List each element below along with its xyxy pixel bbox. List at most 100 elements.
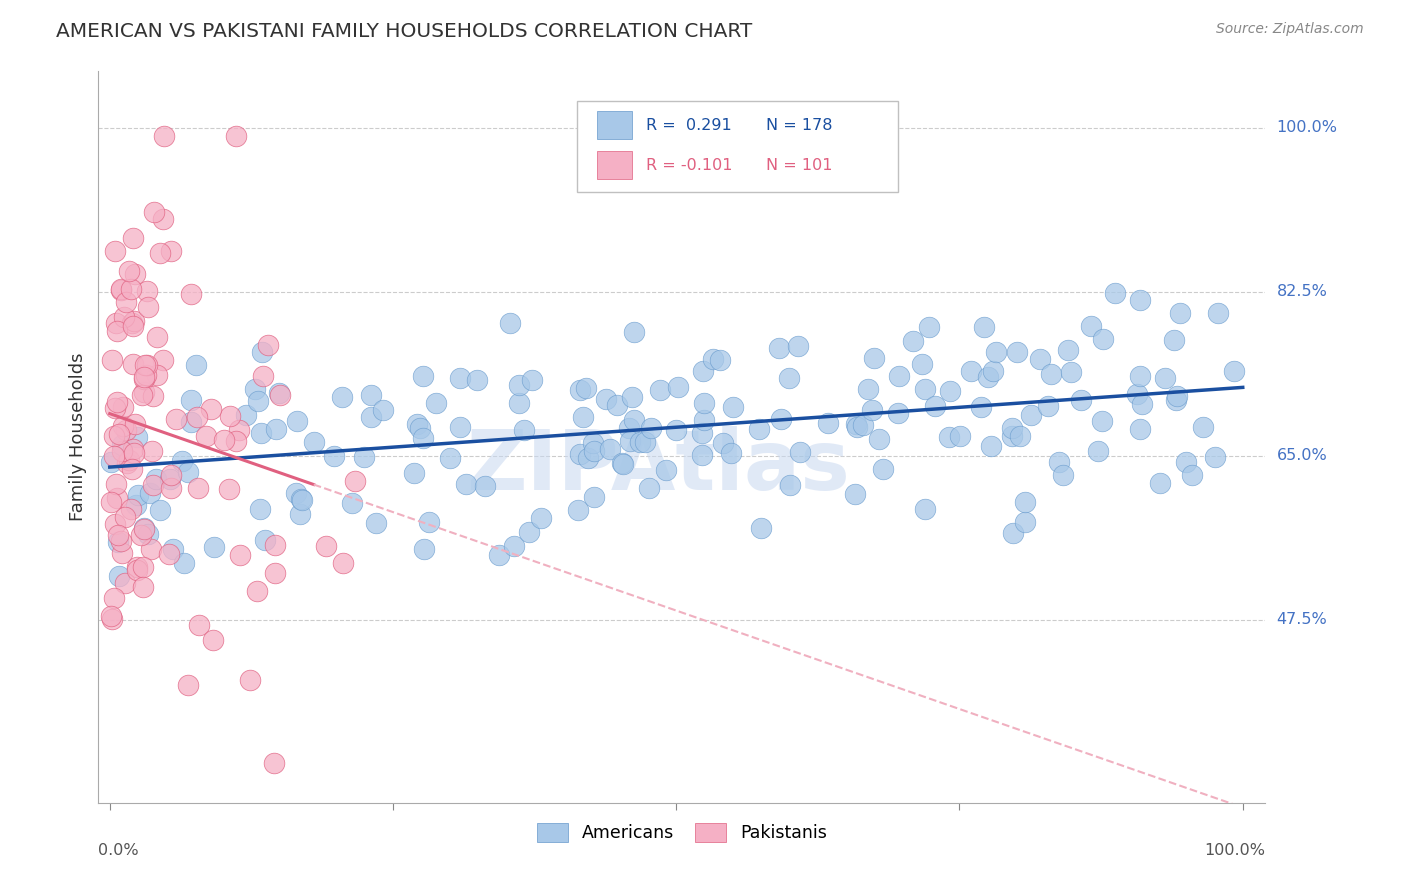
Point — [568, 447, 591, 461]
Point — [911, 357, 934, 371]
Point — [634, 435, 657, 450]
Point — [180, 287, 202, 301]
Point — [914, 502, 936, 516]
Point — [124, 417, 146, 431]
Point — [127, 488, 149, 502]
Text: AMERICAN VS PAKISTANI FAMILY HOUSEHOLDS CORRELATION CHART: AMERICAN VS PAKISTANI FAMILY HOUSEHOLDS … — [56, 22, 752, 41]
Point — [115, 423, 138, 437]
Point — [1014, 495, 1036, 509]
Point — [112, 400, 135, 414]
Point — [245, 583, 267, 598]
Point — [984, 345, 1007, 359]
Point — [1087, 444, 1109, 458]
Point — [1010, 429, 1032, 443]
Point — [343, 474, 366, 488]
Point — [132, 372, 155, 386]
Point — [655, 462, 678, 476]
Point — [125, 430, 148, 444]
Point — [620, 390, 643, 404]
Point — [118, 264, 141, 278]
Point — [720, 446, 742, 460]
Point — [177, 678, 200, 692]
Point — [136, 284, 159, 298]
Point — [340, 496, 363, 510]
Point — [290, 492, 312, 507]
Point — [498, 316, 520, 330]
Point — [787, 339, 810, 353]
Point — [114, 575, 136, 590]
Point — [576, 451, 599, 466]
Point — [1104, 285, 1126, 300]
Point — [1005, 345, 1028, 359]
Point — [1170, 306, 1192, 320]
Point — [145, 472, 167, 486]
Point — [252, 368, 274, 383]
Point — [409, 421, 432, 435]
Point — [406, 417, 429, 431]
Point — [610, 456, 633, 470]
Point — [976, 370, 998, 384]
Point — [100, 494, 122, 508]
Point — [115, 295, 138, 310]
Point — [1056, 343, 1078, 357]
Point — [153, 129, 176, 144]
Text: 100.0%: 100.0% — [1205, 843, 1265, 858]
Point — [141, 444, 163, 458]
Point — [195, 429, 218, 443]
Text: N = 101: N = 101 — [766, 158, 832, 173]
Point — [583, 443, 606, 458]
Point — [247, 394, 270, 409]
Point — [146, 368, 169, 382]
Point — [104, 244, 127, 259]
Point — [844, 486, 866, 500]
Point — [1206, 306, 1229, 320]
Point — [104, 317, 127, 331]
Point — [332, 556, 354, 570]
Point — [264, 538, 287, 552]
Point — [263, 756, 285, 770]
Point — [139, 486, 162, 500]
Point — [285, 486, 308, 500]
Text: 47.5%: 47.5% — [1277, 613, 1327, 627]
Point — [1204, 450, 1226, 464]
Point — [104, 401, 127, 415]
Point — [503, 539, 526, 553]
Point — [960, 363, 983, 377]
Point — [918, 320, 941, 334]
Point — [1001, 526, 1024, 541]
Point — [322, 450, 344, 464]
Point — [111, 419, 134, 434]
Point — [412, 432, 434, 446]
Point — [530, 511, 553, 525]
Point — [110, 443, 132, 458]
Point — [768, 341, 790, 355]
Point — [1175, 455, 1198, 469]
Point — [110, 534, 132, 549]
Point — [108, 426, 131, 441]
Point — [949, 428, 972, 442]
Point — [105, 324, 128, 338]
Point — [770, 411, 793, 425]
Point — [690, 425, 713, 440]
Point — [188, 618, 211, 632]
Point — [105, 491, 128, 506]
Point — [122, 442, 145, 457]
Point — [619, 434, 641, 449]
Text: R =  0.291: R = 0.291 — [645, 118, 731, 133]
Point — [157, 547, 180, 561]
Point — [1060, 365, 1083, 379]
Point — [103, 591, 125, 606]
Point — [124, 267, 146, 281]
Point — [938, 430, 960, 444]
Point — [1153, 371, 1175, 385]
Point — [100, 455, 122, 469]
Point — [1001, 420, 1024, 434]
Point — [887, 369, 910, 384]
Point — [146, 330, 169, 344]
Point — [628, 435, 651, 450]
Point — [747, 422, 769, 436]
Point — [637, 481, 659, 495]
Point — [121, 462, 143, 476]
Point — [120, 282, 142, 296]
Point — [449, 371, 471, 385]
